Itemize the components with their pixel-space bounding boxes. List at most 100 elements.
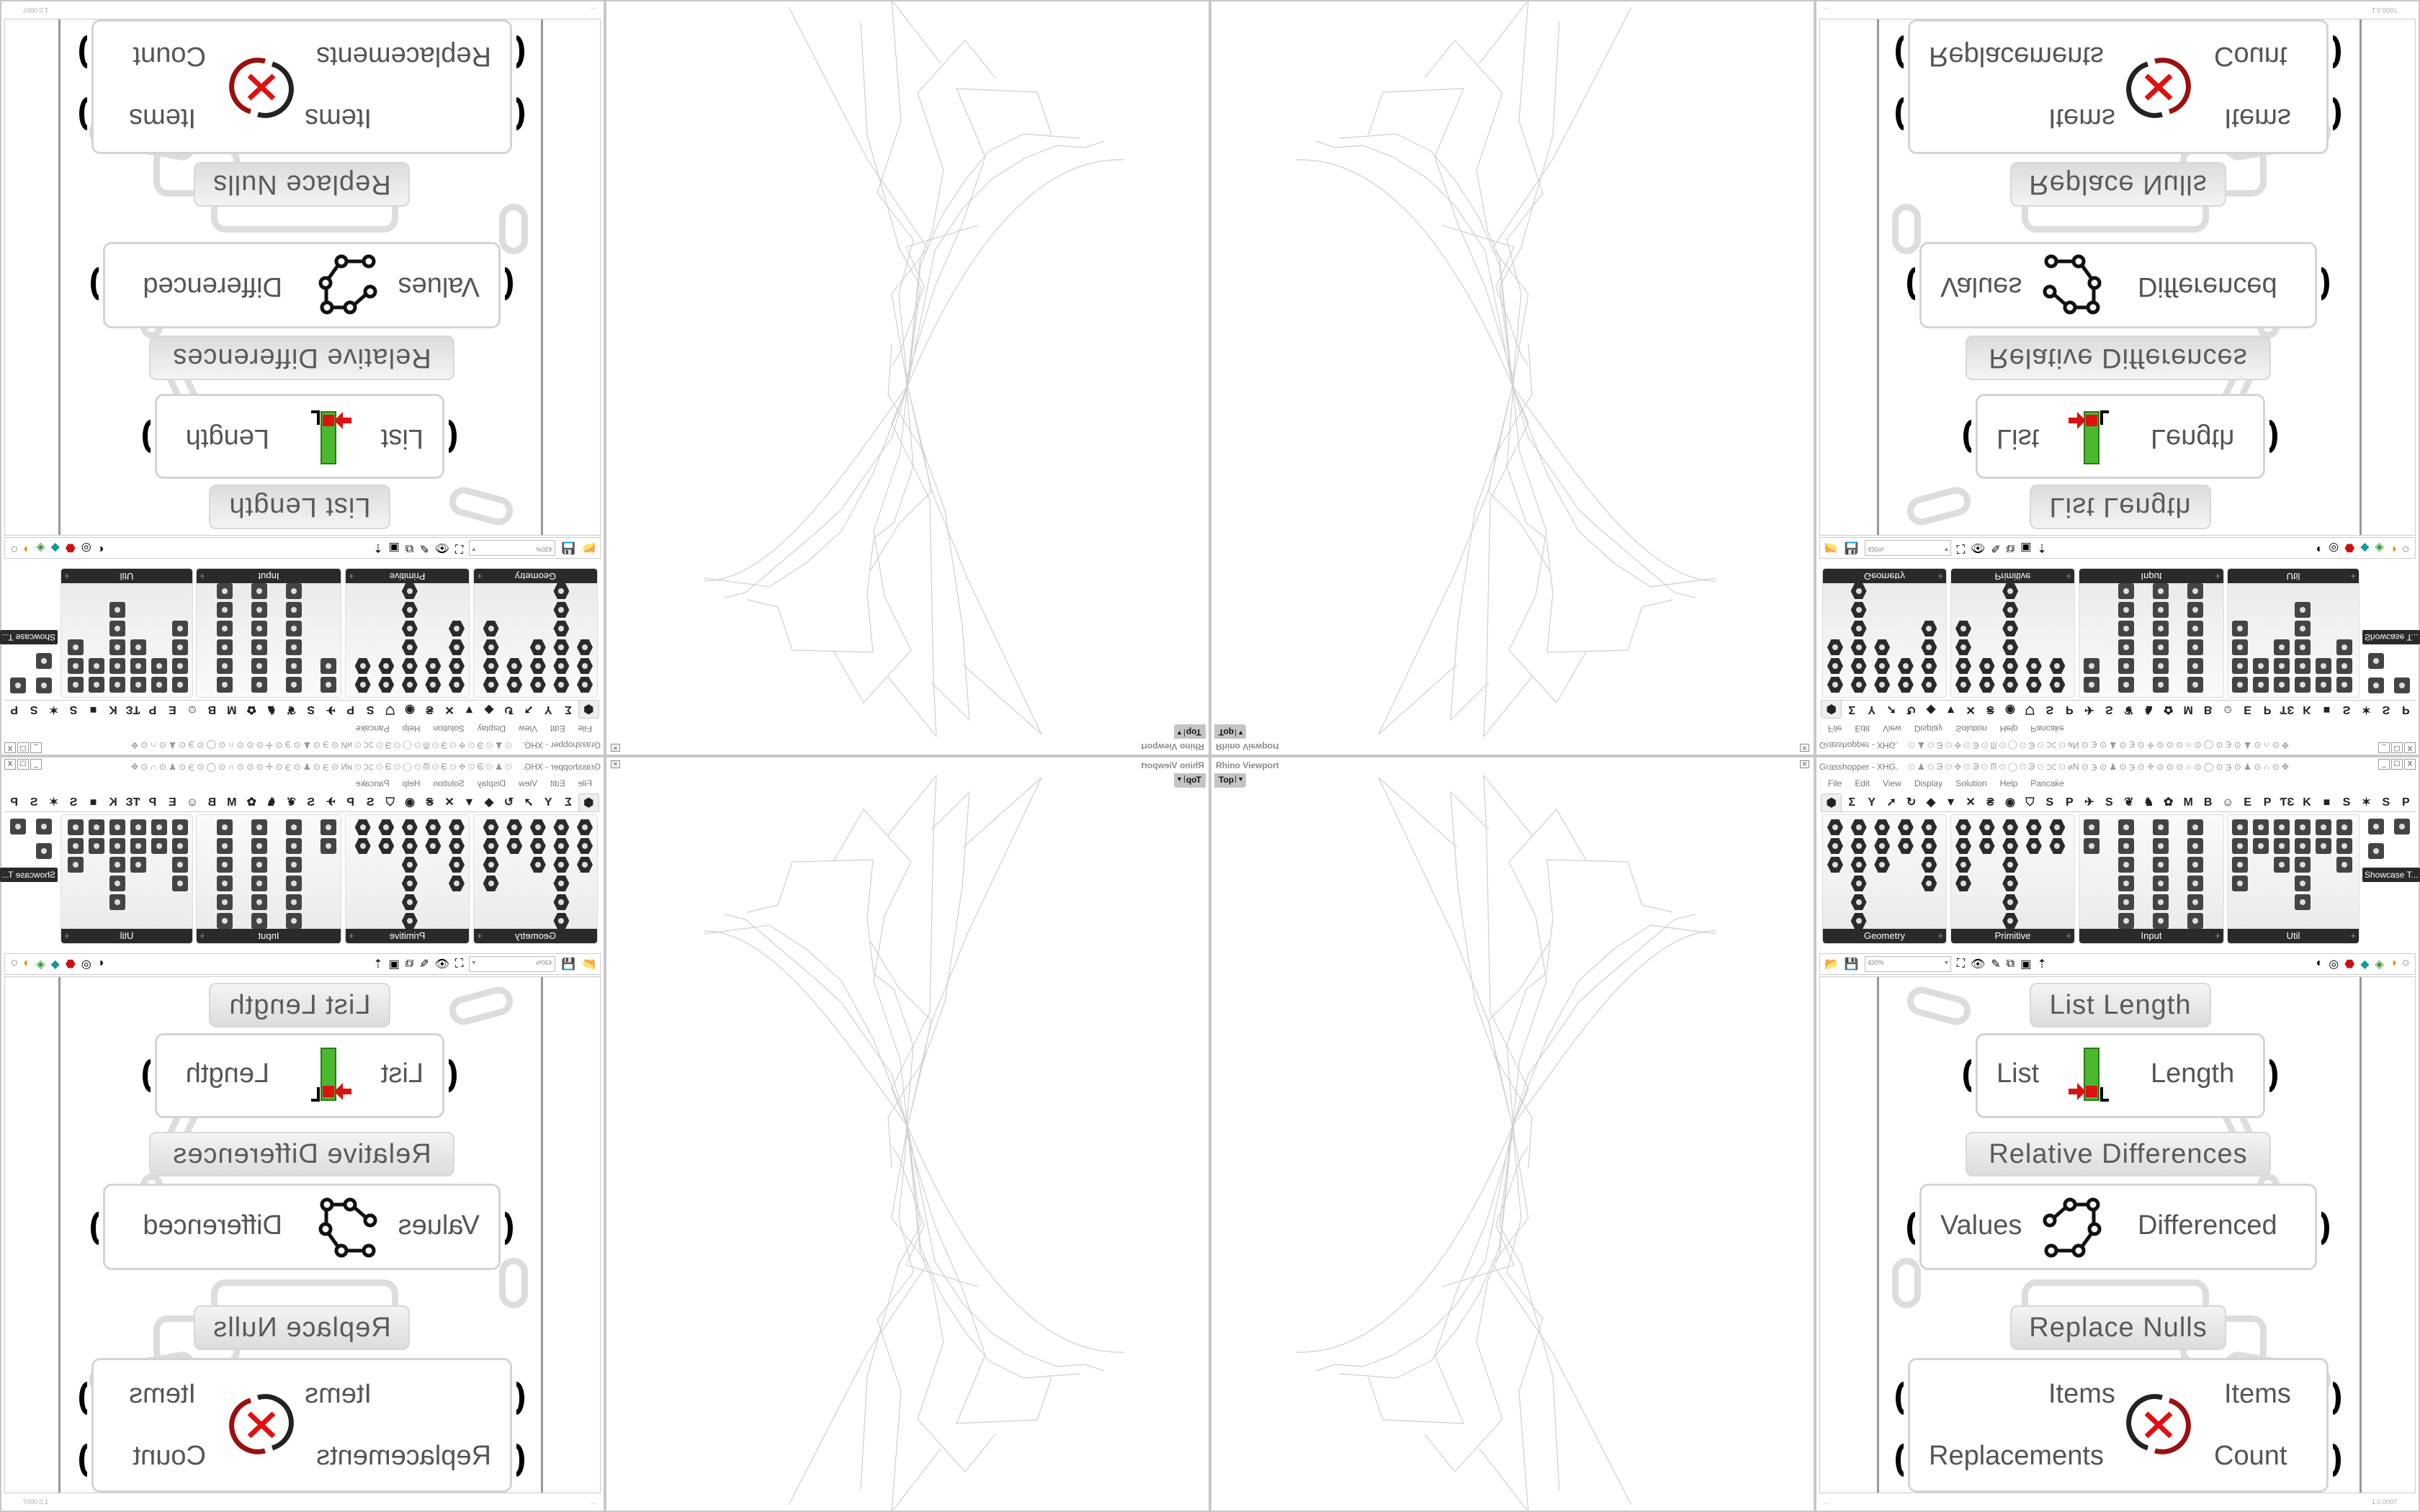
mesh-settings-icon[interactable]: ◌ bbox=[11, 957, 18, 969]
component-icon[interactable] bbox=[1955, 621, 1971, 636]
tab-19[interactable]: B bbox=[207, 796, 217, 809]
component-icon[interactable] bbox=[2232, 857, 2248, 873]
component-icon[interactable] bbox=[1874, 819, 1891, 835]
component-icon[interactable] bbox=[2118, 621, 2134, 636]
tab-25[interactable]: ■ bbox=[2323, 703, 2331, 716]
component-icon[interactable] bbox=[2187, 894, 2203, 910]
component-icon[interactable] bbox=[1851, 677, 1867, 693]
component-icon[interactable] bbox=[109, 857, 125, 873]
component-icon[interactable] bbox=[2002, 876, 2019, 891]
component-icon[interactable] bbox=[2187, 658, 2203, 674]
menu-help[interactable]: Help bbox=[402, 778, 421, 788]
showcase-icon[interactable] bbox=[36, 678, 52, 693]
component-icon[interactable] bbox=[251, 583, 267, 599]
tab-1[interactable]: Σ bbox=[1848, 796, 1855, 809]
component-icon[interactable] bbox=[1874, 658, 1890, 674]
tab-9[interactable]: ◉ bbox=[2004, 703, 2015, 716]
component-icon[interactable] bbox=[355, 819, 371, 835]
output-grip[interactable] bbox=[2325, 97, 2341, 130]
output-grip[interactable] bbox=[2313, 267, 2329, 300]
bake-icon[interactable]: ⇡ bbox=[373, 958, 383, 971]
output-grip[interactable] bbox=[91, 267, 107, 300]
component-icon[interactable] bbox=[2002, 621, 2018, 636]
component-icon[interactable] bbox=[1921, 876, 1937, 891]
component-icon[interactable] bbox=[1850, 913, 1867, 929]
tab-17[interactable]: ✿ bbox=[246, 703, 256, 716]
preview-eye-icon[interactable]: 👁 bbox=[1971, 541, 1986, 554]
tab-19[interactable]: B bbox=[2203, 796, 2213, 809]
tab-10[interactable]: ⛉ bbox=[2025, 703, 2035, 716]
component-icon[interactable] bbox=[2153, 857, 2169, 873]
showcase-icon[interactable] bbox=[36, 843, 52, 859]
tab-5[interactable]: ◆ bbox=[484, 703, 494, 716]
component-icon[interactable] bbox=[2153, 894, 2169, 910]
tab-14[interactable]: S bbox=[2105, 796, 2113, 809]
component-icon[interactable] bbox=[1850, 894, 1867, 910]
minimize-button[interactable]: _ bbox=[30, 742, 42, 753]
tab-22[interactable]: P bbox=[148, 703, 157, 716]
component-icon[interactable] bbox=[2295, 819, 2311, 835]
component-icon[interactable] bbox=[1850, 819, 1867, 835]
group-icon[interactable]: ⧉ bbox=[2006, 958, 2015, 970]
preview-wireframe-icon[interactable]: ◐ bbox=[2316, 543, 2323, 555]
document-preview-icon[interactable]: ◆ bbox=[2360, 541, 2370, 554]
output-grip[interactable] bbox=[2321, 1212, 2329, 1245]
component-icon[interactable] bbox=[2336, 677, 2352, 693]
component-icon[interactable] bbox=[402, 583, 418, 599]
rhino-viewport[interactable]: Rhino Viewport Top ▼ ✕ bbox=[1210, 756, 1815, 1512]
input-grip[interactable] bbox=[441, 1059, 457, 1092]
component-icon[interactable] bbox=[2002, 913, 2019, 929]
showcase-icon[interactable] bbox=[10, 678, 26, 693]
tab-12[interactable]: P bbox=[2066, 703, 2074, 716]
component-icon[interactable] bbox=[2295, 894, 2311, 910]
tab-18[interactable]: M bbox=[227, 703, 237, 716]
tab-18[interactable]: M bbox=[227, 796, 237, 809]
tab-28[interactable]: S bbox=[30, 703, 38, 716]
component-icon[interactable] bbox=[321, 677, 336, 693]
component-icon[interactable] bbox=[1851, 639, 1867, 655]
component-icon[interactable] bbox=[577, 857, 593, 873]
minimize-button[interactable]: _ bbox=[30, 759, 42, 770]
component-icon[interactable] bbox=[2049, 677, 2065, 693]
component-icon[interactable] bbox=[2002, 857, 2019, 873]
tab-20[interactable]: ☺ bbox=[2221, 703, 2234, 716]
tab-4[interactable]: ↻ bbox=[1906, 703, 1917, 716]
document-preview-icon[interactable]: ◆ bbox=[2360, 958, 2370, 971]
tab-21[interactable]: E bbox=[169, 703, 176, 716]
component-icon[interactable] bbox=[2316, 658, 2331, 674]
expand-icon[interactable]: + bbox=[200, 930, 205, 941]
component-icon[interactable] bbox=[130, 658, 146, 674]
component-icon[interactable] bbox=[2002, 658, 2018, 674]
menu-display[interactable]: Display bbox=[477, 724, 506, 734]
component-icon[interactable] bbox=[2253, 677, 2269, 693]
component-icon[interactable] bbox=[1874, 857, 1891, 873]
component-icon[interactable] bbox=[2118, 913, 2134, 929]
component-icon[interactable] bbox=[506, 819, 522, 835]
tab-2[interactable]: Y bbox=[1868, 796, 1876, 809]
component-icon[interactable] bbox=[553, 894, 569, 910]
component-icon[interactable] bbox=[483, 876, 499, 891]
component-icon[interactable] bbox=[2187, 876, 2203, 891]
component-icon[interactable] bbox=[2153, 838, 2169, 854]
component-icon[interactable] bbox=[321, 658, 336, 674]
component-icon[interactable] bbox=[217, 658, 233, 674]
component-icon[interactable] bbox=[1851, 658, 1867, 674]
view-dropdown[interactable]: Top ▼ bbox=[1214, 724, 1246, 739]
tab-1[interactable]: Σ bbox=[1848, 703, 1855, 716]
tab-12[interactable]: P bbox=[2066, 796, 2074, 809]
tab-27[interactable]: ✶ bbox=[48, 703, 59, 716]
component-icon[interactable] bbox=[2295, 602, 2311, 618]
component-icon[interactable] bbox=[553, 602, 569, 618]
component-icon[interactable] bbox=[109, 838, 125, 854]
output-grip[interactable] bbox=[2262, 420, 2277, 453]
component-icon[interactable] bbox=[530, 857, 546, 873]
document-preview-icon[interactable]: ◆ bbox=[50, 541, 60, 554]
component-icon[interactable] bbox=[2253, 819, 2269, 835]
tab-8[interactable]: ₴ bbox=[426, 796, 434, 809]
component-icon[interactable] bbox=[89, 819, 104, 835]
component-icon[interactable] bbox=[483, 677, 499, 693]
view-dropdown[interactable]: Top ▼ bbox=[1174, 773, 1206, 788]
component-icon[interactable] bbox=[172, 677, 188, 693]
tab-15[interactable]: ❦ bbox=[286, 796, 296, 809]
component-icon[interactable] bbox=[130, 639, 146, 655]
